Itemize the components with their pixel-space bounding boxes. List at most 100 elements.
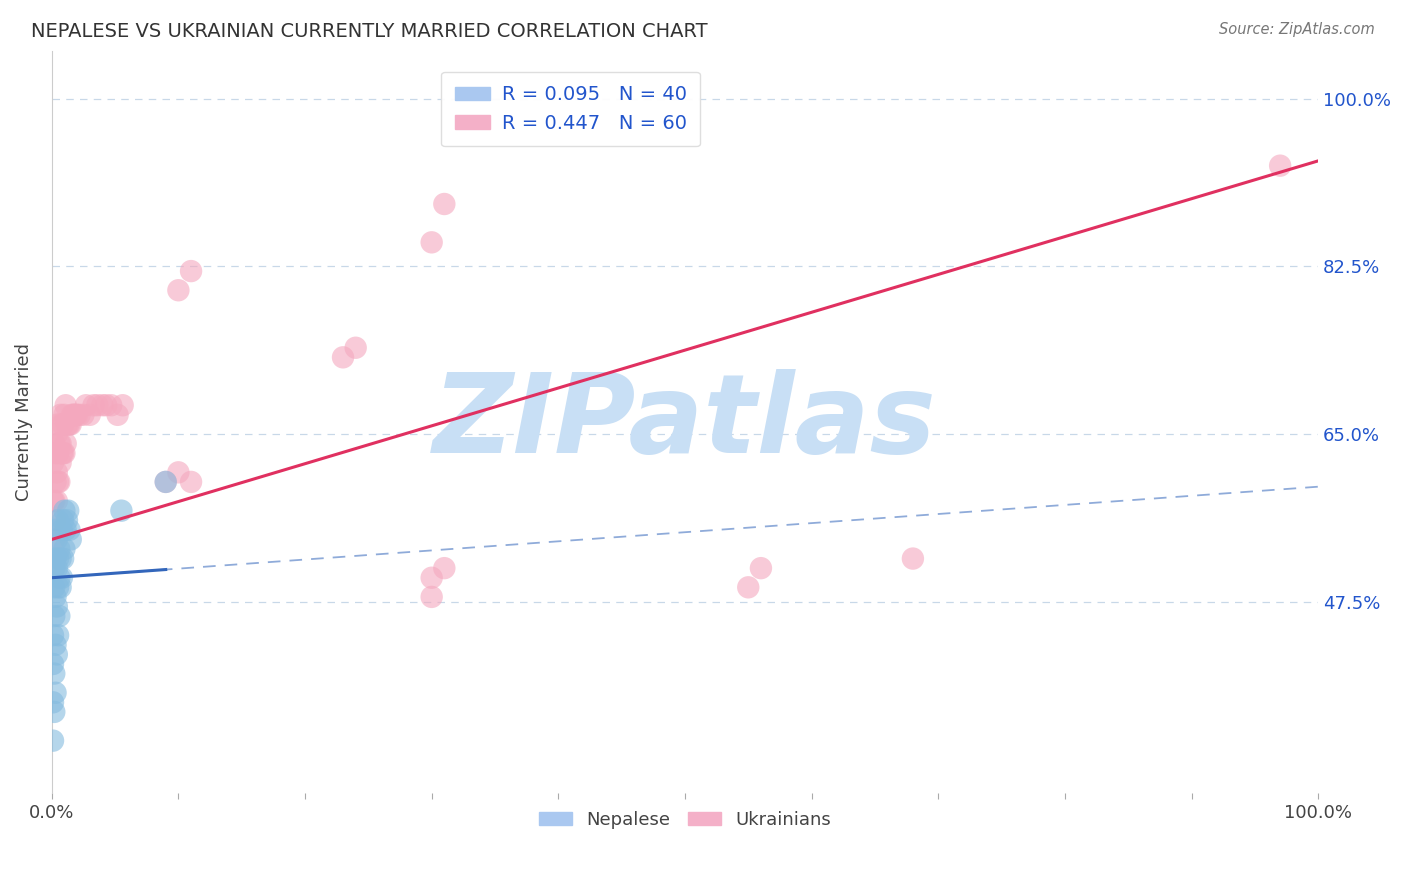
Point [45,494,67,508]
Point [51,446,73,460]
Point [433,561,456,575]
Point [45,446,67,460]
Point [44,666,66,681]
Point [46,513,69,527]
Point [155,475,177,489]
Point [167,283,190,297]
Point [55,436,77,450]
Point [42,456,65,470]
Point [59,417,82,432]
Point [69,408,91,422]
Point [48,609,70,624]
Point [420,235,443,250]
Point [53,408,76,422]
Point [46,551,69,566]
Point [60,408,83,422]
Legend: Nepalese, Ukrainians: Nepalese, Ukrainians [531,804,838,837]
Point [49,436,72,450]
Point [45,533,67,547]
Point [1268,159,1291,173]
Point [45,427,67,442]
Point [52,551,75,566]
Point [155,475,177,489]
Point [46,628,69,642]
Point [62,408,84,422]
Point [46,580,69,594]
Point [46,475,69,489]
Point [58,503,80,517]
Point [49,580,72,594]
Point [66,408,89,422]
Point [53,541,76,556]
Point [180,264,202,278]
Point [901,551,924,566]
Point [49,408,72,422]
Point [58,417,80,432]
Point [63,408,86,422]
Point [86,398,108,412]
Point [433,197,456,211]
Point [42,628,65,642]
Point [65,408,87,422]
Point [44,494,66,508]
Point [75,398,97,412]
Point [180,475,202,489]
Point [100,398,122,412]
Point [91,398,114,412]
Point [45,599,67,614]
Point [420,571,443,585]
Point [44,609,66,624]
Text: Source: ZipAtlas.com: Source: ZipAtlas.com [1219,22,1375,37]
Point [49,551,72,566]
Point [110,503,132,517]
Point [111,398,134,412]
Point [53,503,76,517]
Point [56,417,79,432]
Point [107,408,129,422]
Point [44,561,66,575]
Point [49,456,72,470]
Point [45,561,67,575]
Point [332,351,354,365]
Point [44,580,66,594]
Point [52,446,75,460]
Text: NEPALESE VS UKRAINIAN CURRENTLY MARRIED CORRELATION CHART: NEPALESE VS UKRAINIAN CURRENTLY MARRIED … [31,22,707,41]
Point [52,417,75,432]
Point [45,466,67,480]
Point [79,408,101,422]
Point [45,590,67,604]
Point [45,513,67,527]
Point [55,398,77,412]
Point [48,475,70,489]
Point [42,494,65,508]
Point [44,436,66,450]
Point [52,513,75,527]
Point [420,590,443,604]
Y-axis label: Currently Married: Currently Married [15,343,32,501]
Point [44,533,66,547]
Point [53,446,76,460]
Point [51,571,73,585]
Point [45,475,67,489]
Point [58,417,80,432]
Point [42,695,65,709]
Point [167,466,190,480]
Point [44,705,66,719]
Point [51,417,73,432]
Point [42,733,65,747]
Point [83,398,105,412]
Point [42,657,65,671]
Point [48,436,70,450]
Point [45,551,67,566]
Point [46,417,69,432]
Point [56,513,79,527]
Point [45,648,67,662]
Point [55,523,77,537]
Point [45,686,67,700]
Point [45,523,67,537]
Point [45,638,67,652]
Point [48,571,70,585]
Point [46,446,69,460]
Point [749,561,772,575]
Point [48,541,70,556]
